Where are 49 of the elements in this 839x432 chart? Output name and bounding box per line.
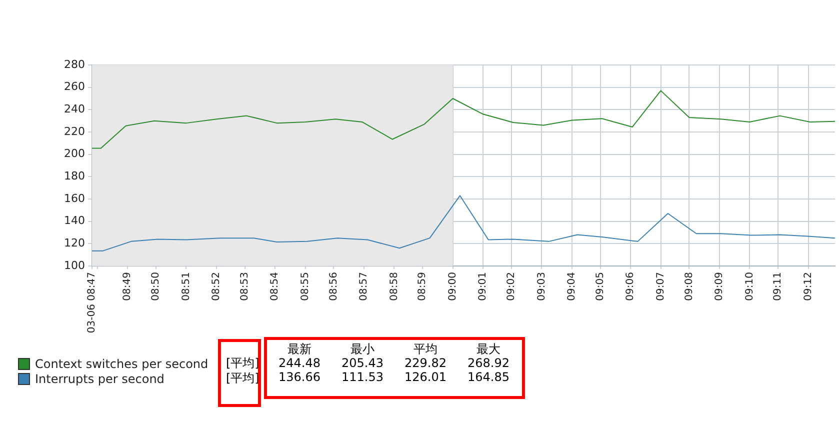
text: 164.85 bbox=[466, 370, 510, 384]
x-tick-label: 08:59 bbox=[417, 272, 428, 301]
y-tick-label: 120 bbox=[64, 236, 85, 250]
y-tick-label: 200 bbox=[64, 147, 85, 160]
text: 268.92 bbox=[466, 356, 510, 370]
x-tick-label: 08:49 bbox=[122, 272, 134, 301]
y-tick-label: 260 bbox=[64, 80, 85, 94]
x-tick-label: 08:51 bbox=[180, 272, 192, 301]
x-tick-label: 08:56 bbox=[328, 272, 340, 301]
x-tick-label: 09:10 bbox=[744, 272, 756, 301]
text: 205.43 bbox=[340, 356, 384, 370]
x-tick-label: 03-06 08:47 bbox=[86, 272, 98, 334]
x-tick-label: 09:08 bbox=[684, 272, 695, 301]
x-tick-label: 08:50 bbox=[150, 272, 162, 301]
x-tick-label: 09:06 bbox=[625, 272, 636, 301]
x-tick-label: 08:55 bbox=[300, 272, 311, 301]
legend-label: Context switches per second bbox=[35, 356, 208, 370]
y-tick-label: 140 bbox=[64, 214, 85, 228]
text: 最新 bbox=[286, 342, 312, 356]
text: 最小 bbox=[350, 342, 376, 356]
x-tick-label: 09:04 bbox=[566, 272, 578, 301]
text: 126.01 bbox=[404, 370, 448, 384]
x-tick-label: 09:05 bbox=[594, 272, 606, 301]
x-tick-label: 09:11 bbox=[772, 272, 784, 301]
y-tick-label: 220 bbox=[64, 124, 85, 138]
y-tick-label: 100 bbox=[64, 258, 85, 272]
text: 244.48 bbox=[278, 356, 322, 370]
y-tick-label: 240 bbox=[64, 102, 85, 116]
x-tick-label: 08:57 bbox=[358, 272, 370, 301]
x-tick-label: 09:09 bbox=[714, 272, 726, 301]
y-tick-label: 160 bbox=[64, 192, 85, 205]
y-tick-label: 280 bbox=[64, 58, 85, 71]
text: 136.66 bbox=[278, 370, 322, 384]
legend-label: Interrupts per second bbox=[35, 372, 164, 386]
x-tick-label: 09:12 bbox=[802, 272, 814, 301]
x-tick-label: 08:52 bbox=[211, 272, 222, 301]
text: 最大 bbox=[476, 342, 502, 356]
x-tick-label: 09:00 bbox=[447, 272, 458, 301]
x-tick-label: 09:02 bbox=[506, 272, 518, 301]
x-tick-label: 09:03 bbox=[536, 272, 548, 301]
x-tick-label: 08:53 bbox=[239, 272, 250, 301]
x-tick-label: 09:07 bbox=[655, 272, 666, 301]
x-tick-label: 08:54 bbox=[270, 272, 281, 301]
text: 平均 bbox=[412, 342, 438, 356]
text: 229.82 bbox=[404, 356, 448, 370]
text: 111.53 bbox=[340, 370, 384, 384]
x-tick-label: 09:01 bbox=[478, 272, 489, 301]
y-tick-label: 180 bbox=[64, 170, 85, 183]
x-tick-label: 08:58 bbox=[388, 272, 400, 301]
